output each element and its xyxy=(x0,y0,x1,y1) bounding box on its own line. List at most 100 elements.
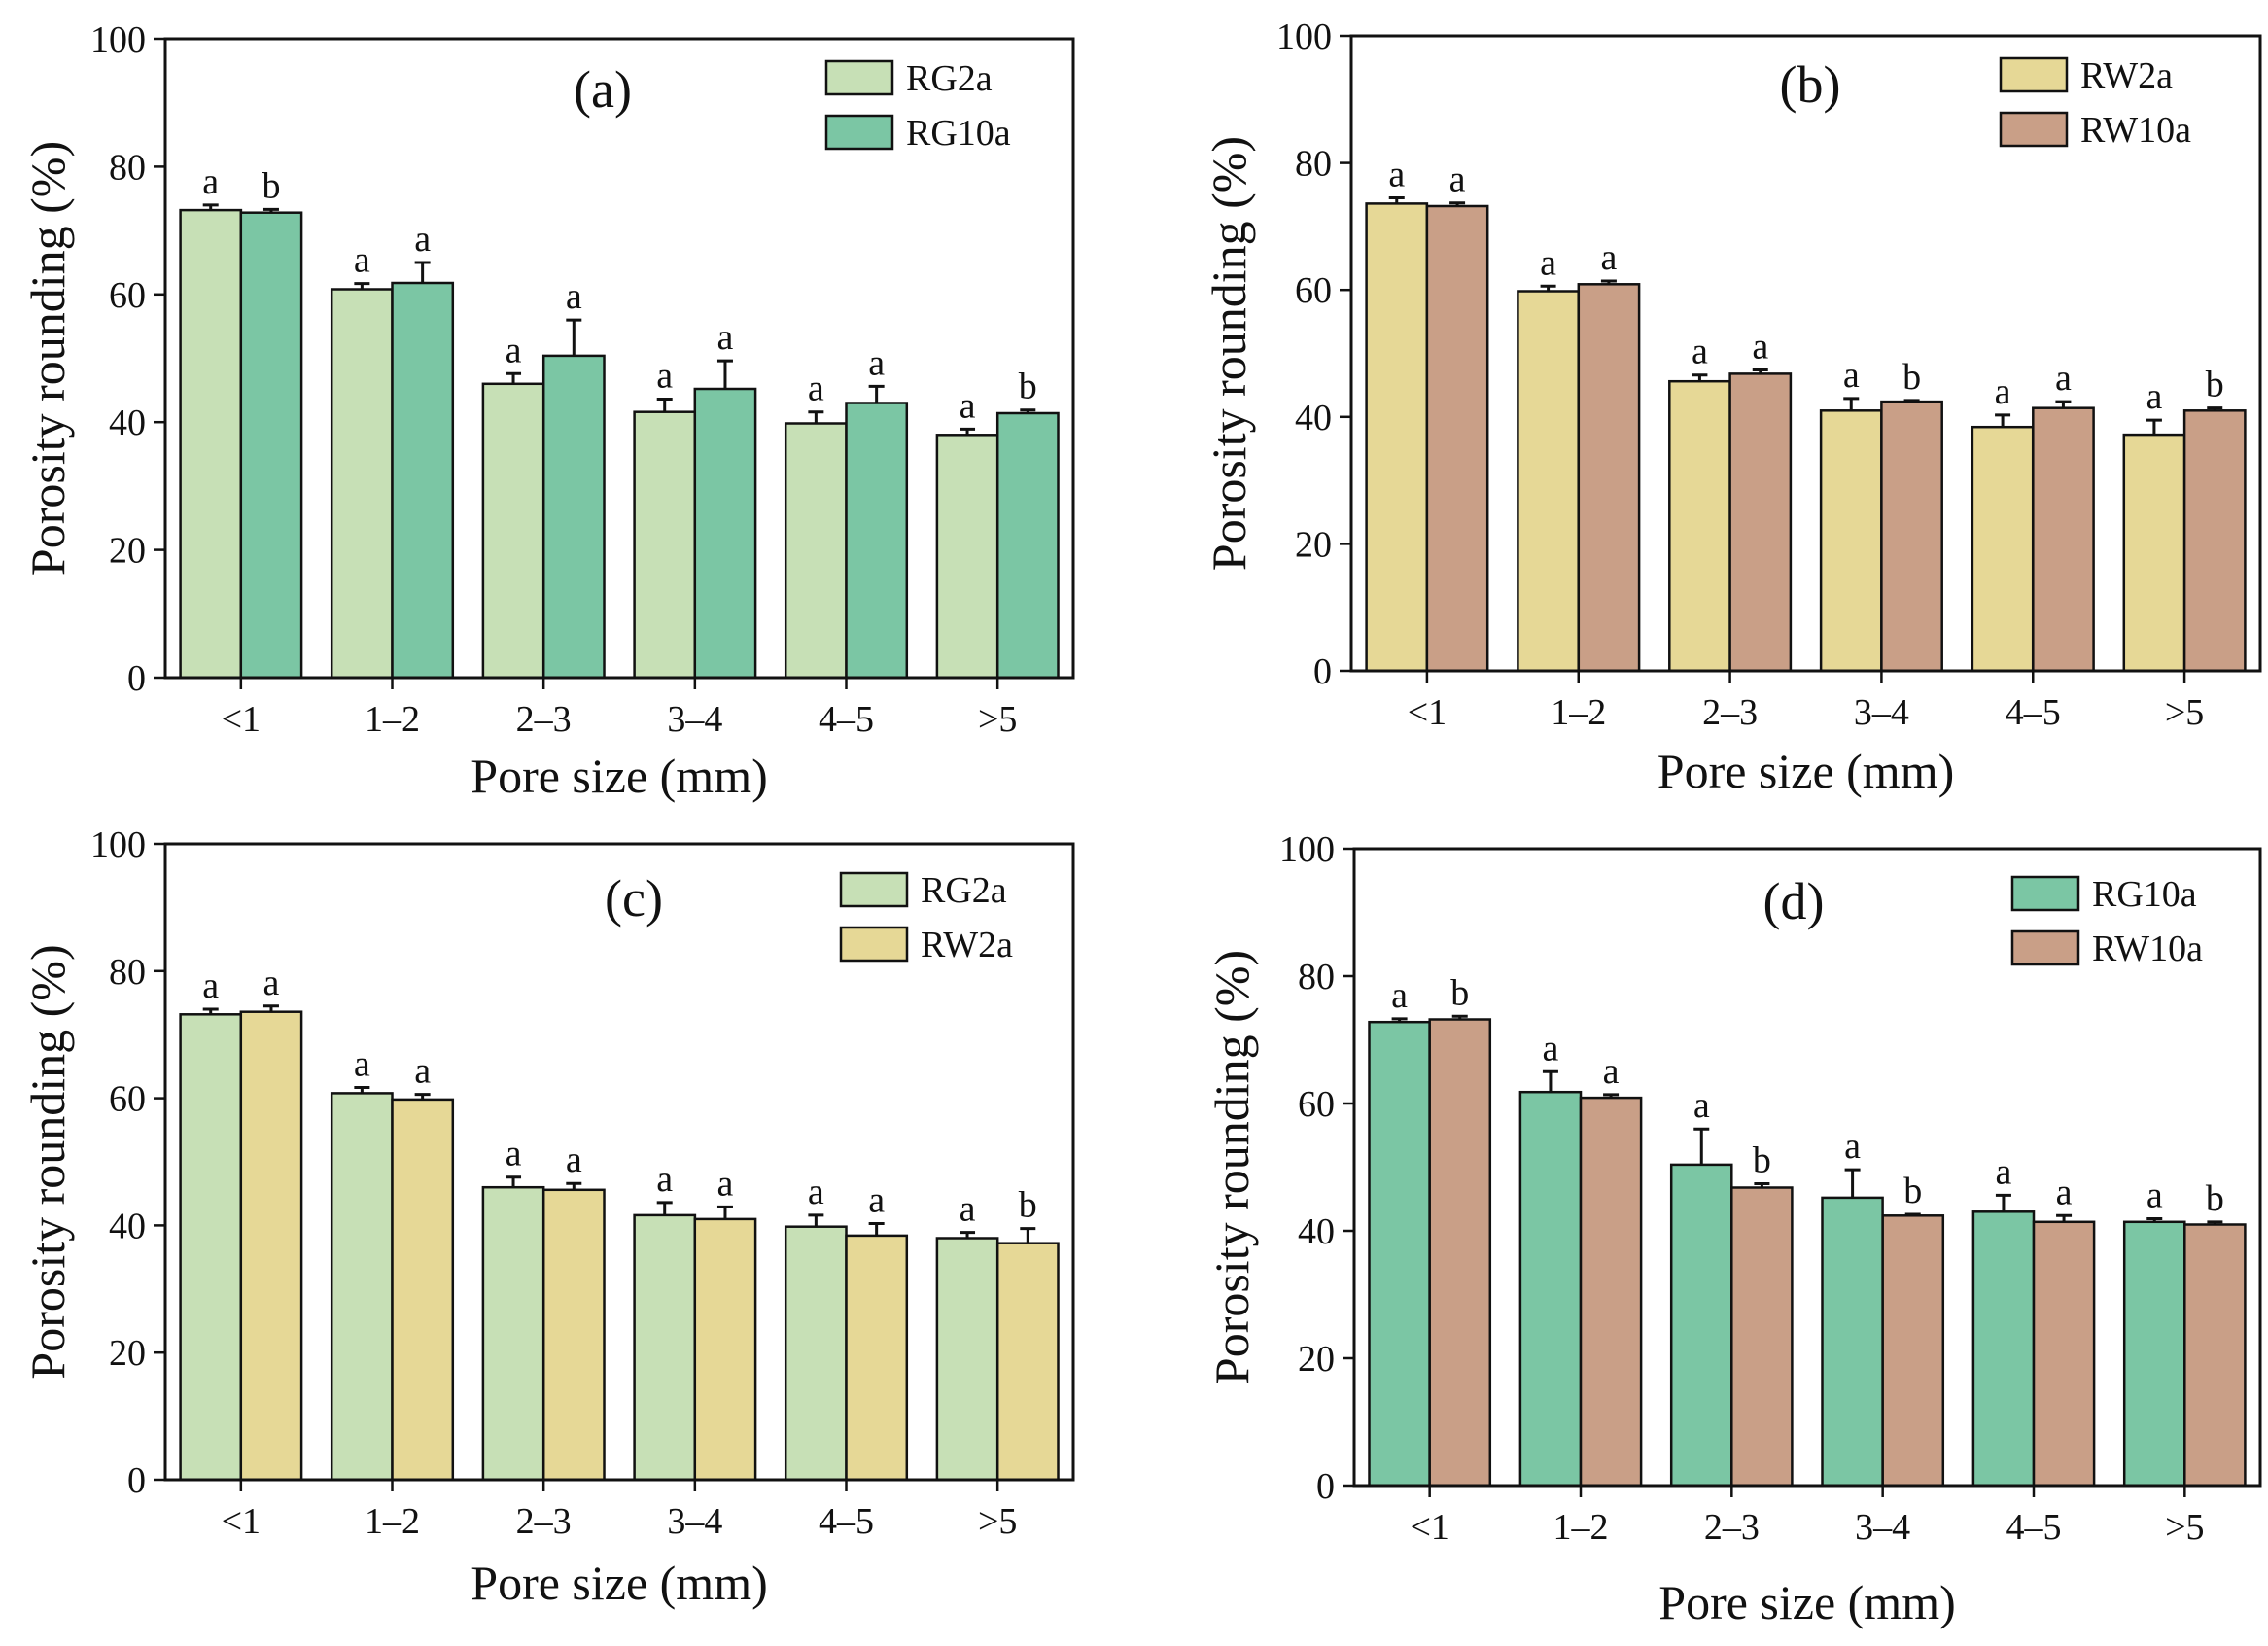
significance-letter: a xyxy=(1693,1085,1710,1126)
y-tick-label: 100 xyxy=(1276,17,1332,57)
significance-letter: a xyxy=(414,219,431,260)
y-tick-label: 20 xyxy=(1295,524,1332,565)
significance-letter: a xyxy=(1995,1151,2011,1192)
bar-RG10a-5 xyxy=(995,411,1060,680)
bar-RG2a-3 xyxy=(633,410,697,680)
chart-panel-a: a b <1 a a 1–2 a a 2–3 a a 3–4 a a 4–5 a b >5 0 20 40 60 80 100… xyxy=(20,19,1075,803)
bar-RW2a-0 xyxy=(239,1010,303,1482)
bar-RW10a-0 xyxy=(1425,204,1489,673)
bar-RG2a-0 xyxy=(179,1013,243,1482)
panel-label: (a) xyxy=(574,60,632,119)
y-tick-label: 60 xyxy=(1295,270,1332,311)
bar-RW2a-5 xyxy=(995,1242,1060,1482)
x-tick-label: <1 xyxy=(1408,692,1447,733)
bar-RW2a-3 xyxy=(1819,409,1883,673)
bar-RG2a-1 xyxy=(330,1092,394,1482)
significance-letter: b xyxy=(1753,1140,1771,1181)
significance-letter: a xyxy=(2146,1175,2163,1216)
significance-letter: a xyxy=(1449,159,1466,200)
legend-swatch-RW10a xyxy=(1999,111,2069,148)
bar-RW10a-4 xyxy=(2032,1220,2096,1488)
bar-RG10a-2 xyxy=(541,354,606,680)
bar-RW2a-2 xyxy=(541,1188,606,1482)
y-tick-label: 40 xyxy=(109,403,146,443)
legend-label: RG2a xyxy=(906,58,993,99)
x-tick-label: >5 xyxy=(978,1501,1017,1542)
bar-RG2a-5 xyxy=(935,434,999,680)
legend-swatch-RG2a xyxy=(824,59,894,96)
bar-RW10a-4 xyxy=(2032,406,2095,673)
x-tick-label: 1–2 xyxy=(1553,1507,1609,1548)
x-tick-label: 1–2 xyxy=(365,699,420,740)
bar-RW10a-1 xyxy=(1577,283,1641,673)
x-tick-label: 4–5 xyxy=(819,699,874,740)
legend-label: RW2a xyxy=(2080,55,2173,96)
significance-letter: a xyxy=(1540,242,1556,283)
y-tick-label: 60 xyxy=(109,275,146,316)
bar-RG10a-3 xyxy=(1821,1196,1884,1488)
x-tick-label: 2–3 xyxy=(1704,1507,1760,1548)
significance-letter: a xyxy=(1388,155,1405,195)
y-tick-label: 0 xyxy=(127,1460,146,1501)
significance-letter: b xyxy=(2206,1178,2224,1219)
bar-RG10a-4 xyxy=(1971,1210,2036,1488)
legend-swatch-RW2a xyxy=(839,926,909,963)
y-axis-title: Porosity rounding (%) xyxy=(1202,136,1256,571)
significance-letter: a xyxy=(656,1159,673,1200)
y-tick-label: 40 xyxy=(109,1206,146,1246)
x-tick-label: 2–3 xyxy=(516,1501,572,1542)
x-tick-label: 2–3 xyxy=(516,699,572,740)
y-tick-label: 100 xyxy=(90,824,146,865)
significance-letter: a xyxy=(1844,1126,1861,1167)
plot-frame xyxy=(163,842,1075,1482)
y-tick-label: 40 xyxy=(1295,398,1332,438)
x-tick-label: 4–5 xyxy=(2006,1507,2062,1548)
bar-RW2a-4 xyxy=(1971,425,2035,673)
y-tick-label: 40 xyxy=(1298,1211,1335,1252)
significance-letter: a xyxy=(1752,327,1768,368)
plot-frame xyxy=(163,37,1075,680)
y-tick-label: 60 xyxy=(1298,1084,1335,1125)
significance-letter: b xyxy=(1019,367,1037,407)
significance-letter: a xyxy=(656,356,673,397)
x-axis-title: Pore size (mm) xyxy=(1657,744,1954,798)
legend: RG10a RW10a xyxy=(2010,874,2203,969)
panel-label: (b) xyxy=(1780,55,1841,114)
y-axis-title: Porosity rounding (%) xyxy=(20,944,75,1379)
legend-label: RG2a xyxy=(921,870,1007,911)
significance-letter: a xyxy=(1600,237,1617,278)
panel-label: (c) xyxy=(605,869,663,928)
bar-RW2a-1 xyxy=(391,1098,455,1482)
y-tick-label: 0 xyxy=(1316,1466,1335,1507)
bar-RG2a-4 xyxy=(784,1225,848,1482)
x-tick-label: 2–3 xyxy=(1702,692,1758,733)
significance-letter: a xyxy=(2056,1172,2073,1212)
legend-label: RG10a xyxy=(906,113,1011,154)
legend-label: RW10a xyxy=(2092,928,2203,969)
significance-letter: a xyxy=(717,317,734,358)
bar-RW10a-2 xyxy=(1730,1186,1794,1488)
bar-RW2a-1 xyxy=(1517,290,1580,673)
significance-letter: b xyxy=(1019,1185,1037,1226)
legend: RG2a RG10a xyxy=(824,58,1011,154)
significance-letter: a xyxy=(717,1163,734,1204)
legend: RW2a RW10a xyxy=(1999,55,2191,151)
x-tick-label: >5 xyxy=(978,699,1017,740)
bar-RG2a-4 xyxy=(784,422,848,680)
significance-letter: a xyxy=(566,276,582,317)
bar-RG10a-1 xyxy=(391,281,455,680)
y-tick-label: 0 xyxy=(1313,651,1332,692)
chart-panel-b: a a <1 a a 1–2 a a 2–3 a b 3–4 a a 4–5 a b >5 0 20 40 60 80 100… xyxy=(1202,17,2262,798)
legend: RG2a RW2a xyxy=(839,870,1013,965)
bar-RW10a-5 xyxy=(2182,409,2247,673)
significance-letter: b xyxy=(2206,365,2224,405)
bar-RG10a-5 xyxy=(2122,1220,2186,1488)
bar-RW10a-3 xyxy=(1880,400,1943,673)
bar-RG10a-0 xyxy=(1368,1020,1431,1488)
y-tick-label: 80 xyxy=(1295,144,1332,185)
x-tick-label: >5 xyxy=(2165,692,2204,733)
significance-letter: b xyxy=(262,165,280,206)
significance-letter: a xyxy=(354,1044,370,1085)
x-tick-label: 4–5 xyxy=(819,1501,874,1542)
